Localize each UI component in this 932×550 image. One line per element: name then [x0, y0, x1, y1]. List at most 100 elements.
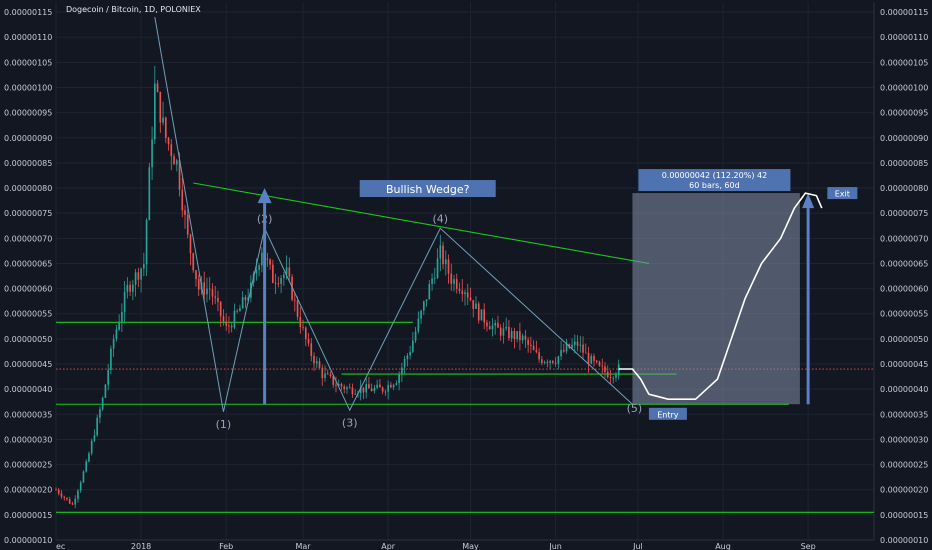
- y-tick-label-right: 0.00000065: [880, 259, 928, 268]
- y-tick-label-right: 0.00000030: [880, 435, 928, 444]
- bullish-wedge-label-box[interactable]: [359, 180, 496, 198]
- candle-body: [420, 310, 422, 319]
- candle-body: [299, 316, 302, 328]
- candle-body: [110, 348, 112, 371]
- candle-body: [370, 388, 373, 392]
- wave-point-label: (5): [627, 402, 643, 415]
- y-tick-label-right: 0.00000100: [880, 83, 928, 92]
- wave-zigzag-line[interactable]: [154, 16, 633, 412]
- candle-body: [186, 215, 189, 235]
- candle-body: [453, 279, 455, 284]
- candle-body: [395, 383, 398, 385]
- wedge-upper-trendline[interactable]: [193, 182, 650, 264]
- y-tick-label-left: 0.00000055: [4, 310, 52, 319]
- x-tick-label: ec: [56, 542, 65, 550]
- candle-body: [535, 350, 538, 353]
- y-tick-label-left: 0.00000035: [4, 410, 52, 419]
- candle-body: [126, 284, 129, 292]
- candle-body: [604, 366, 606, 372]
- candle-body: [153, 83, 156, 140]
- candle-body: [324, 373, 326, 378]
- candle-body: [283, 274, 285, 278]
- candle-body: [63, 496, 66, 498]
- y-tick-label-left: 0.00000040: [4, 385, 52, 394]
- support-lines[interactable]: [56, 182, 874, 513]
- candle-body: [557, 356, 560, 364]
- candle-body: [340, 383, 343, 387]
- bullish-wedge-label: Bullish Wedge?: [386, 183, 470, 196]
- candle-body: [236, 310, 238, 312]
- candle-body: [211, 289, 214, 297]
- candle-body: [519, 331, 521, 341]
- candle-body: [293, 299, 296, 301]
- y-tick-label-left: 0.00000085: [4, 159, 52, 168]
- candle-body: [444, 259, 447, 265]
- entry-label-box: [648, 407, 687, 420]
- candle-body: [579, 344, 582, 346]
- candle-body: [68, 499, 71, 504]
- exit-label: Exit: [835, 190, 850, 199]
- candle-body: [554, 362, 557, 364]
- candle-body: [595, 360, 598, 362]
- candle-body: [192, 253, 195, 271]
- measure-label-line2: 60 bars, 60d: [689, 181, 740, 190]
- x-tick-label: Jun: [548, 542, 562, 550]
- candle-body: [233, 310, 236, 328]
- candle-body: [428, 283, 431, 300]
- candle-body: [288, 267, 291, 277]
- impulse-arrow-head: [257, 188, 272, 204]
- y-tick-label-left: 0.00000100: [4, 83, 52, 92]
- measure-box[interactable]: [632, 193, 800, 405]
- x-tick-label: May: [462, 542, 479, 550]
- wave-point-label: (3): [342, 416, 358, 429]
- candle-body: [96, 417, 98, 436]
- y-axis-left: 0.00000010 0.00000015 0.00000020 0.00000025…: [4, 8, 52, 545]
- y-tick-label-left: 0.00000115: [4, 8, 52, 17]
- candle-body: [217, 297, 219, 302]
- candle-body: [184, 210, 186, 216]
- y-tick-label-left: 0.00000090: [4, 134, 52, 143]
- candle-body: [71, 503, 74, 505]
- y-tick-label-left: 0.00000075: [4, 209, 52, 218]
- candle-body: [181, 189, 184, 211]
- y-tick-label-right: 0.00000085: [880, 159, 928, 168]
- candle-body: [107, 370, 109, 385]
- candle-body: [417, 318, 420, 332]
- candle-body: [304, 327, 307, 340]
- projection-path[interactable]: [618, 192, 823, 400]
- candle-body: [390, 384, 392, 388]
- y-tick-label-right: 0.00000105: [880, 58, 928, 67]
- y-tick-label-left: 0.00000030: [4, 435, 52, 444]
- candle-body: [598, 361, 601, 366]
- candle-body: [552, 360, 554, 363]
- candle-body: [258, 265, 260, 270]
- candle-body: [472, 300, 475, 309]
- candle-body: [387, 384, 389, 392]
- candle-body: [307, 339, 310, 344]
- candle-body: [285, 267, 288, 275]
- candle-body: [310, 343, 313, 356]
- candle-body: [439, 245, 442, 259]
- y-tick-label-right: 0.00000095: [880, 109, 928, 118]
- candle-body: [442, 245, 444, 265]
- y-tick-label-right: 0.00000015: [880, 511, 928, 520]
- y-tick-label-right: 0.00000075: [880, 209, 928, 218]
- x-tick-label: Jul: [632, 542, 643, 550]
- overlays[interactable]: Bullish Wedge? 0.00000042 (112.20%) 4260 …: [56, 169, 874, 420]
- candle-body: [508, 326, 510, 339]
- wave-pattern[interactable]: (1)(2)(3)(4)(5): [154, 16, 643, 431]
- candle-body: [546, 361, 549, 363]
- x-tick-label: Apr: [381, 542, 396, 550]
- candle-body: [379, 384, 381, 388]
- candle-body: [332, 376, 335, 385]
- candle-body: [477, 303, 480, 321]
- candle-body: [225, 321, 228, 326]
- candle-body: [348, 387, 351, 389]
- candle-body: [612, 377, 615, 379]
- candle-body: [296, 300, 299, 317]
- candle-body: [392, 384, 395, 388]
- candle-body: [162, 117, 164, 123]
- candle-body: [582, 344, 584, 353]
- candle-body: [549, 360, 551, 363]
